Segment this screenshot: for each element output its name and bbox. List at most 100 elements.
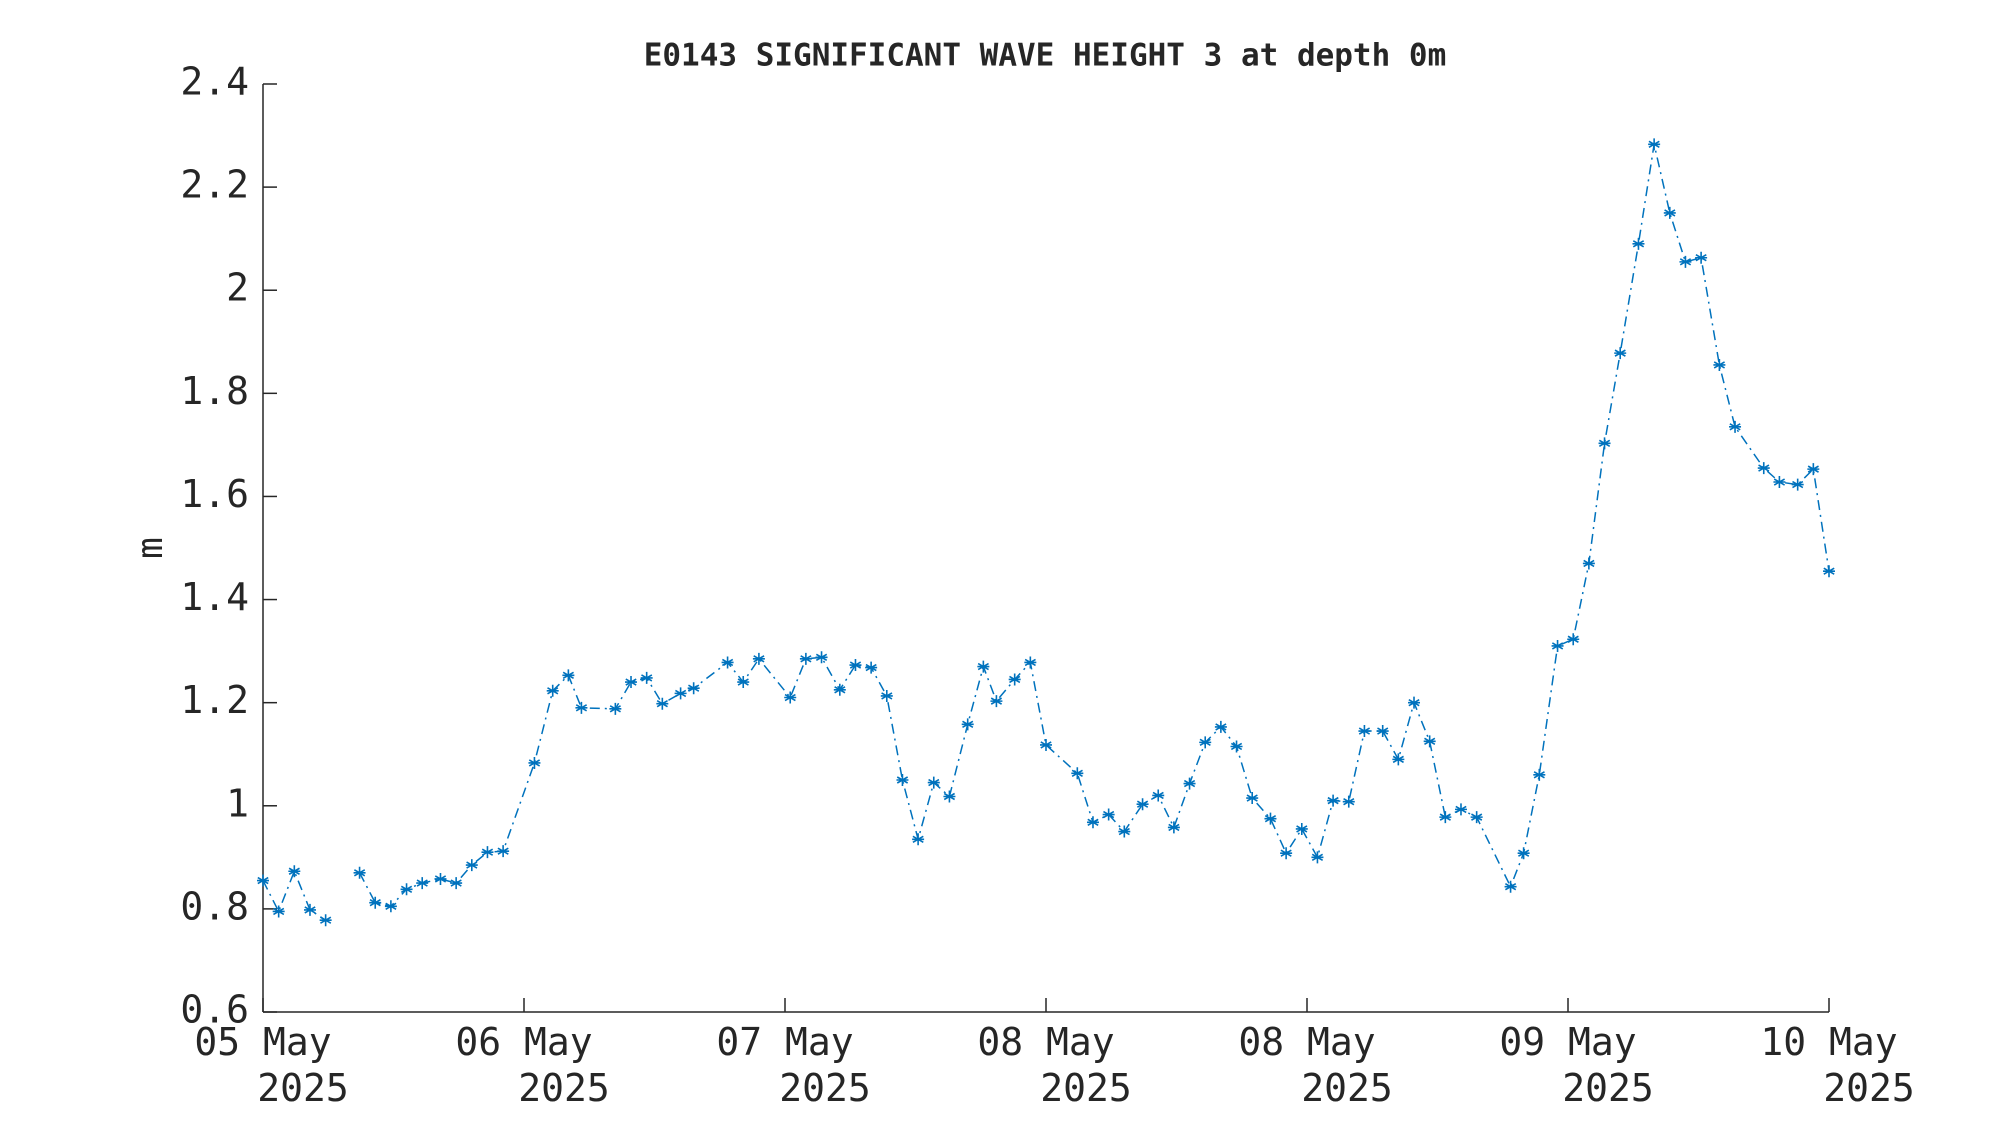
marker xyxy=(990,695,1003,708)
marker xyxy=(1214,720,1227,733)
x-tick-label: 07 May 2025 xyxy=(716,1020,870,1110)
marker xyxy=(1136,798,1149,811)
marker xyxy=(1392,753,1405,766)
x-tick-label: 08 May 2025 xyxy=(977,1020,1131,1110)
marker xyxy=(1311,851,1324,864)
chart-title: E0143 SIGNIFICANT WAVE HEIGHT 3 at depth… xyxy=(644,38,1447,74)
marker xyxy=(384,900,397,913)
marker xyxy=(450,877,463,890)
marker xyxy=(943,790,956,803)
x-tick-label: 06 May 2025 xyxy=(455,1020,609,1110)
marker xyxy=(369,896,382,909)
marker xyxy=(1533,768,1546,781)
marker xyxy=(1246,792,1259,805)
marker xyxy=(752,652,765,665)
marker xyxy=(833,683,846,696)
marker xyxy=(1102,808,1115,821)
marker xyxy=(288,865,301,878)
marker xyxy=(865,661,878,674)
marker xyxy=(546,684,559,697)
marker xyxy=(1582,557,1595,570)
y-tick-label: 2.2 xyxy=(180,163,249,207)
marker xyxy=(319,914,332,927)
x-tick-label: 10 May 2025 xyxy=(1760,1020,1914,1110)
marker xyxy=(1679,255,1692,268)
marker xyxy=(1199,736,1212,749)
marker xyxy=(1773,476,1786,489)
marker xyxy=(737,676,750,689)
marker xyxy=(1167,821,1180,834)
marker xyxy=(1648,138,1661,151)
y-tick-label: 1.4 xyxy=(180,575,249,619)
marker xyxy=(1551,639,1564,652)
marker xyxy=(1598,437,1611,450)
marker xyxy=(1008,673,1021,686)
marker xyxy=(1040,738,1052,751)
marker xyxy=(1423,735,1436,748)
marker xyxy=(1614,347,1627,360)
marker xyxy=(1408,696,1421,709)
marker xyxy=(303,903,316,916)
marker xyxy=(1152,789,1165,802)
marker xyxy=(880,689,893,702)
marker xyxy=(497,845,510,858)
marker xyxy=(1183,777,1196,790)
y-tick-label: 1.6 xyxy=(180,472,249,516)
marker xyxy=(1024,656,1037,669)
x-tick-label: 09 May 2025 xyxy=(1499,1020,1653,1110)
marker xyxy=(961,718,974,731)
marker xyxy=(1358,725,1371,738)
marker xyxy=(1695,251,1708,264)
marker xyxy=(1230,740,1243,753)
marker xyxy=(1713,358,1726,371)
marker xyxy=(1729,420,1742,433)
marker xyxy=(400,883,413,896)
series-line xyxy=(262,144,1830,921)
marker xyxy=(562,669,575,682)
marker xyxy=(1823,565,1835,578)
marker xyxy=(977,660,990,673)
y-tick-label: 0.6 xyxy=(180,988,249,1032)
x-tick-label: 05 May 2025 xyxy=(194,1020,348,1110)
marker xyxy=(1086,816,1099,829)
marker xyxy=(272,905,285,918)
marker xyxy=(353,866,366,879)
marker xyxy=(799,652,812,665)
marker xyxy=(257,874,269,887)
marker xyxy=(1807,463,1820,476)
marker xyxy=(687,682,700,695)
y-tick-label: 1 xyxy=(226,781,249,825)
marker xyxy=(1376,725,1389,738)
marker xyxy=(1118,825,1131,838)
marker xyxy=(609,702,622,715)
marker xyxy=(1517,847,1530,860)
y-axis-label: m xyxy=(130,537,171,559)
marker xyxy=(465,859,478,872)
y-tick-label: 2.4 xyxy=(180,60,249,104)
marker xyxy=(1504,880,1517,893)
marker xyxy=(434,872,447,885)
marker xyxy=(1567,633,1580,646)
marker xyxy=(640,671,653,684)
y-tick-label: 1.2 xyxy=(180,678,249,722)
marker xyxy=(674,687,687,700)
marker xyxy=(1757,462,1770,475)
y-tick-label: 2 xyxy=(226,266,249,310)
marker xyxy=(1439,811,1452,824)
marker xyxy=(896,774,909,786)
marker xyxy=(784,691,797,704)
marker xyxy=(1632,237,1645,250)
marker xyxy=(927,776,940,789)
marker xyxy=(656,697,669,710)
marker xyxy=(1295,822,1308,835)
marker xyxy=(1663,206,1676,219)
marker xyxy=(1470,811,1483,824)
x-tick-label: 08 May 2025 xyxy=(1238,1020,1392,1110)
marker xyxy=(815,651,828,664)
marker xyxy=(625,676,638,689)
marker xyxy=(1454,803,1467,816)
marker xyxy=(1327,794,1340,807)
marker xyxy=(528,756,541,769)
